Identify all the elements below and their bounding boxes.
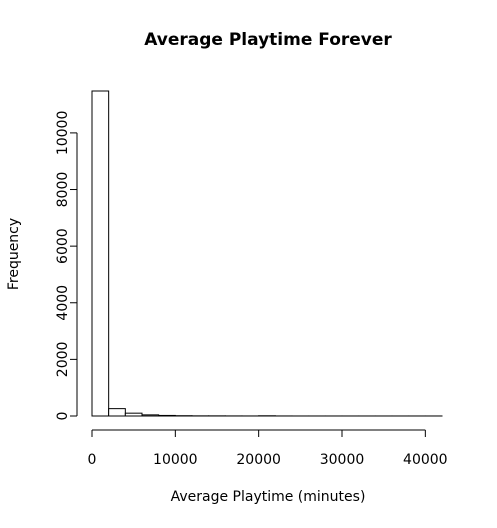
y-tick-label: 6000 [55, 228, 71, 264]
y-tick-label: 8000 [55, 172, 71, 208]
x-tick-label: 40000 [403, 452, 448, 468]
x-axis-label: Average Playtime (minutes) [171, 489, 366, 505]
bar [108, 408, 126, 417]
bar [124, 412, 143, 417]
y-tick-label: 4000 [55, 285, 71, 321]
y-axis-label: Frequency [6, 218, 22, 290]
chart-title: Average Playtime Forever [144, 30, 392, 50]
x-tick-label: 30000 [320, 452, 365, 468]
y-tick-label: 0 [55, 412, 71, 421]
x-tick-label: 0 [88, 452, 97, 468]
bar [158, 414, 176, 417]
bar [141, 414, 160, 417]
y-tick-label: 10000 [55, 111, 71, 156]
x-tick-label: 10000 [153, 452, 198, 468]
y-tick-label: 2000 [55, 342, 71, 378]
bar [91, 90, 110, 417]
x-tick-label: 20000 [236, 452, 281, 468]
